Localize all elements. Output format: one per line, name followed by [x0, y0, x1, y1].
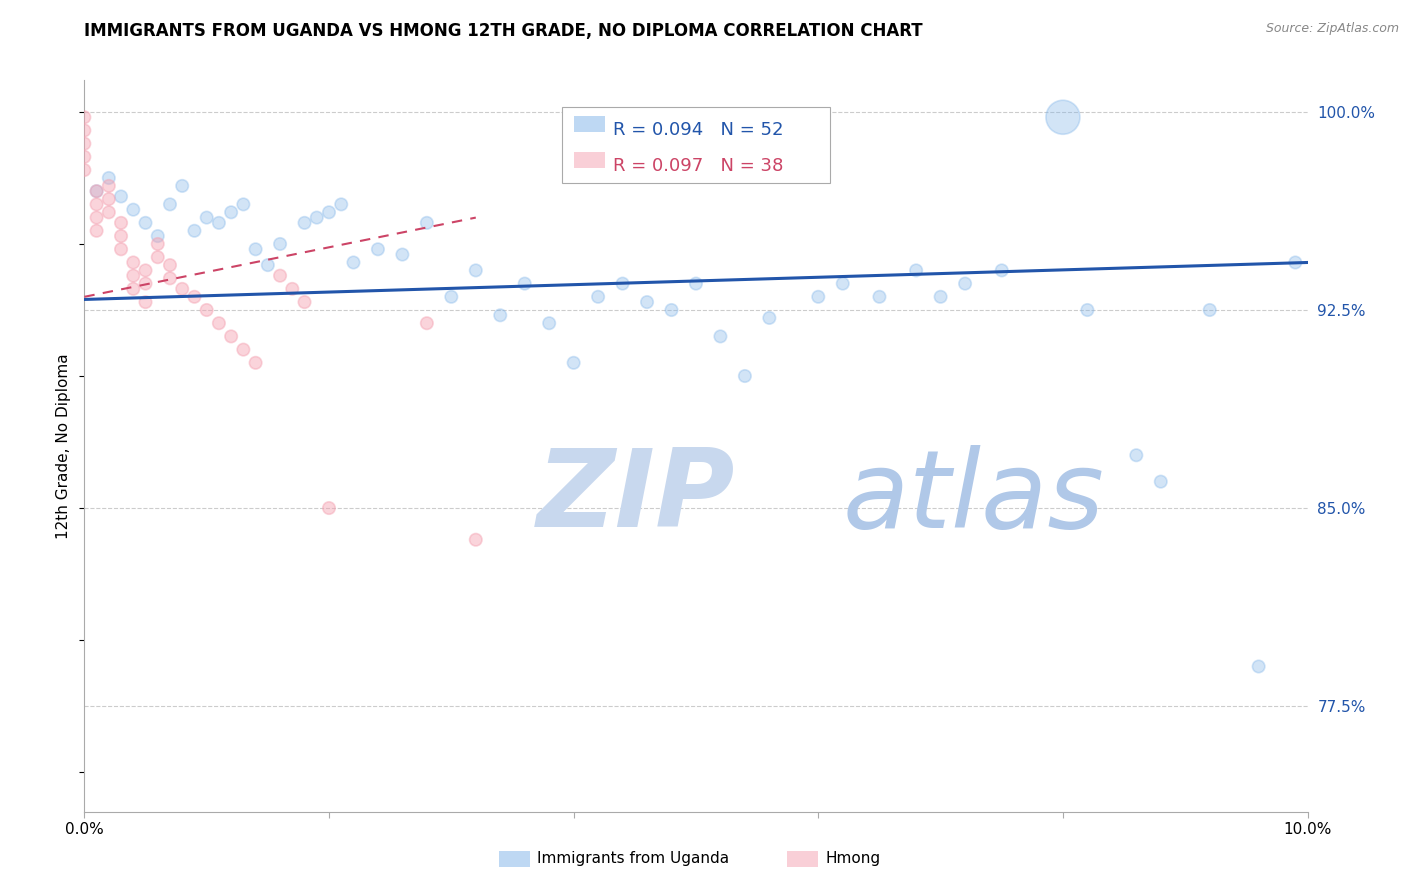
Point	[1125, 448, 1147, 462]
Point	[734, 369, 756, 384]
Point	[146, 250, 169, 264]
Point	[183, 224, 205, 238]
Point	[464, 263, 486, 277]
Point	[73, 123, 96, 137]
Point	[208, 216, 231, 230]
Point	[685, 277, 707, 291]
Point	[318, 205, 340, 219]
Point	[513, 277, 536, 291]
Point	[86, 197, 108, 211]
Point	[86, 184, 108, 198]
Point	[97, 192, 120, 206]
Point	[991, 263, 1014, 277]
Point	[122, 282, 145, 296]
Point	[208, 316, 231, 330]
Point	[586, 290, 609, 304]
Point	[183, 290, 205, 304]
Point	[86, 211, 108, 225]
Point	[807, 290, 830, 304]
Point	[661, 303, 683, 318]
Point	[245, 356, 267, 370]
Point	[73, 136, 96, 151]
Point	[97, 171, 120, 186]
Point	[416, 316, 439, 330]
Point	[636, 295, 658, 310]
Text: ZIP: ZIP	[537, 444, 735, 550]
Point	[135, 295, 157, 310]
Text: R = 0.094   N = 52: R = 0.094 N = 52	[613, 121, 783, 139]
Point	[391, 247, 413, 261]
Point	[1247, 659, 1270, 673]
Point	[1150, 475, 1173, 489]
Point	[172, 282, 194, 296]
Point	[612, 277, 634, 291]
Point	[122, 268, 145, 283]
Point	[281, 282, 304, 296]
Point	[1198, 303, 1220, 318]
Point	[219, 329, 242, 343]
Point	[489, 308, 512, 322]
Point	[110, 242, 132, 256]
Point	[135, 263, 157, 277]
Point	[195, 211, 218, 225]
Point	[219, 205, 242, 219]
Point	[464, 533, 486, 547]
Point	[1052, 110, 1074, 124]
Point	[97, 178, 120, 193]
Point	[86, 184, 108, 198]
Point	[1284, 255, 1306, 269]
Point	[159, 197, 181, 211]
Point	[110, 229, 132, 244]
Text: R = 0.097   N = 38: R = 0.097 N = 38	[613, 157, 783, 175]
Point	[367, 242, 389, 256]
Text: Immigrants from Uganda: Immigrants from Uganda	[537, 852, 730, 866]
Point	[110, 216, 132, 230]
Point	[342, 255, 364, 269]
Point	[232, 197, 254, 211]
Text: Source: ZipAtlas.com: Source: ZipAtlas.com	[1265, 22, 1399, 36]
Point	[232, 343, 254, 357]
Point	[929, 290, 952, 304]
Point	[245, 242, 267, 256]
Point	[1076, 303, 1098, 318]
Point	[905, 263, 928, 277]
Point	[294, 216, 316, 230]
Point	[172, 178, 194, 193]
Point	[86, 224, 108, 238]
Point	[831, 277, 853, 291]
Point	[122, 255, 145, 269]
Point	[758, 310, 780, 325]
Point	[122, 202, 145, 217]
Point	[294, 295, 316, 310]
Text: Hmong: Hmong	[825, 852, 880, 866]
Point	[146, 229, 169, 244]
Point	[73, 110, 96, 124]
Point	[195, 303, 218, 318]
Point	[146, 237, 169, 252]
Point	[953, 277, 976, 291]
Point	[159, 258, 181, 272]
Point	[869, 290, 891, 304]
Text: atlas: atlas	[842, 445, 1105, 549]
Point	[110, 189, 132, 203]
Point	[73, 163, 96, 178]
Point	[73, 150, 96, 164]
Point	[318, 501, 340, 516]
Text: IMMIGRANTS FROM UGANDA VS HMONG 12TH GRADE, NO DIPLOMA CORRELATION CHART: IMMIGRANTS FROM UGANDA VS HMONG 12TH GRA…	[84, 22, 922, 40]
Point	[269, 268, 291, 283]
Point	[709, 329, 731, 343]
Point	[440, 290, 463, 304]
Point	[135, 277, 157, 291]
Point	[538, 316, 561, 330]
Point	[97, 205, 120, 219]
Point	[257, 258, 280, 272]
Point	[330, 197, 353, 211]
Point	[562, 356, 585, 370]
Point	[135, 216, 157, 230]
Point	[159, 271, 181, 285]
Point	[305, 211, 328, 225]
Point	[416, 216, 439, 230]
Y-axis label: 12th Grade, No Diploma: 12th Grade, No Diploma	[56, 353, 72, 539]
Point	[269, 237, 291, 252]
